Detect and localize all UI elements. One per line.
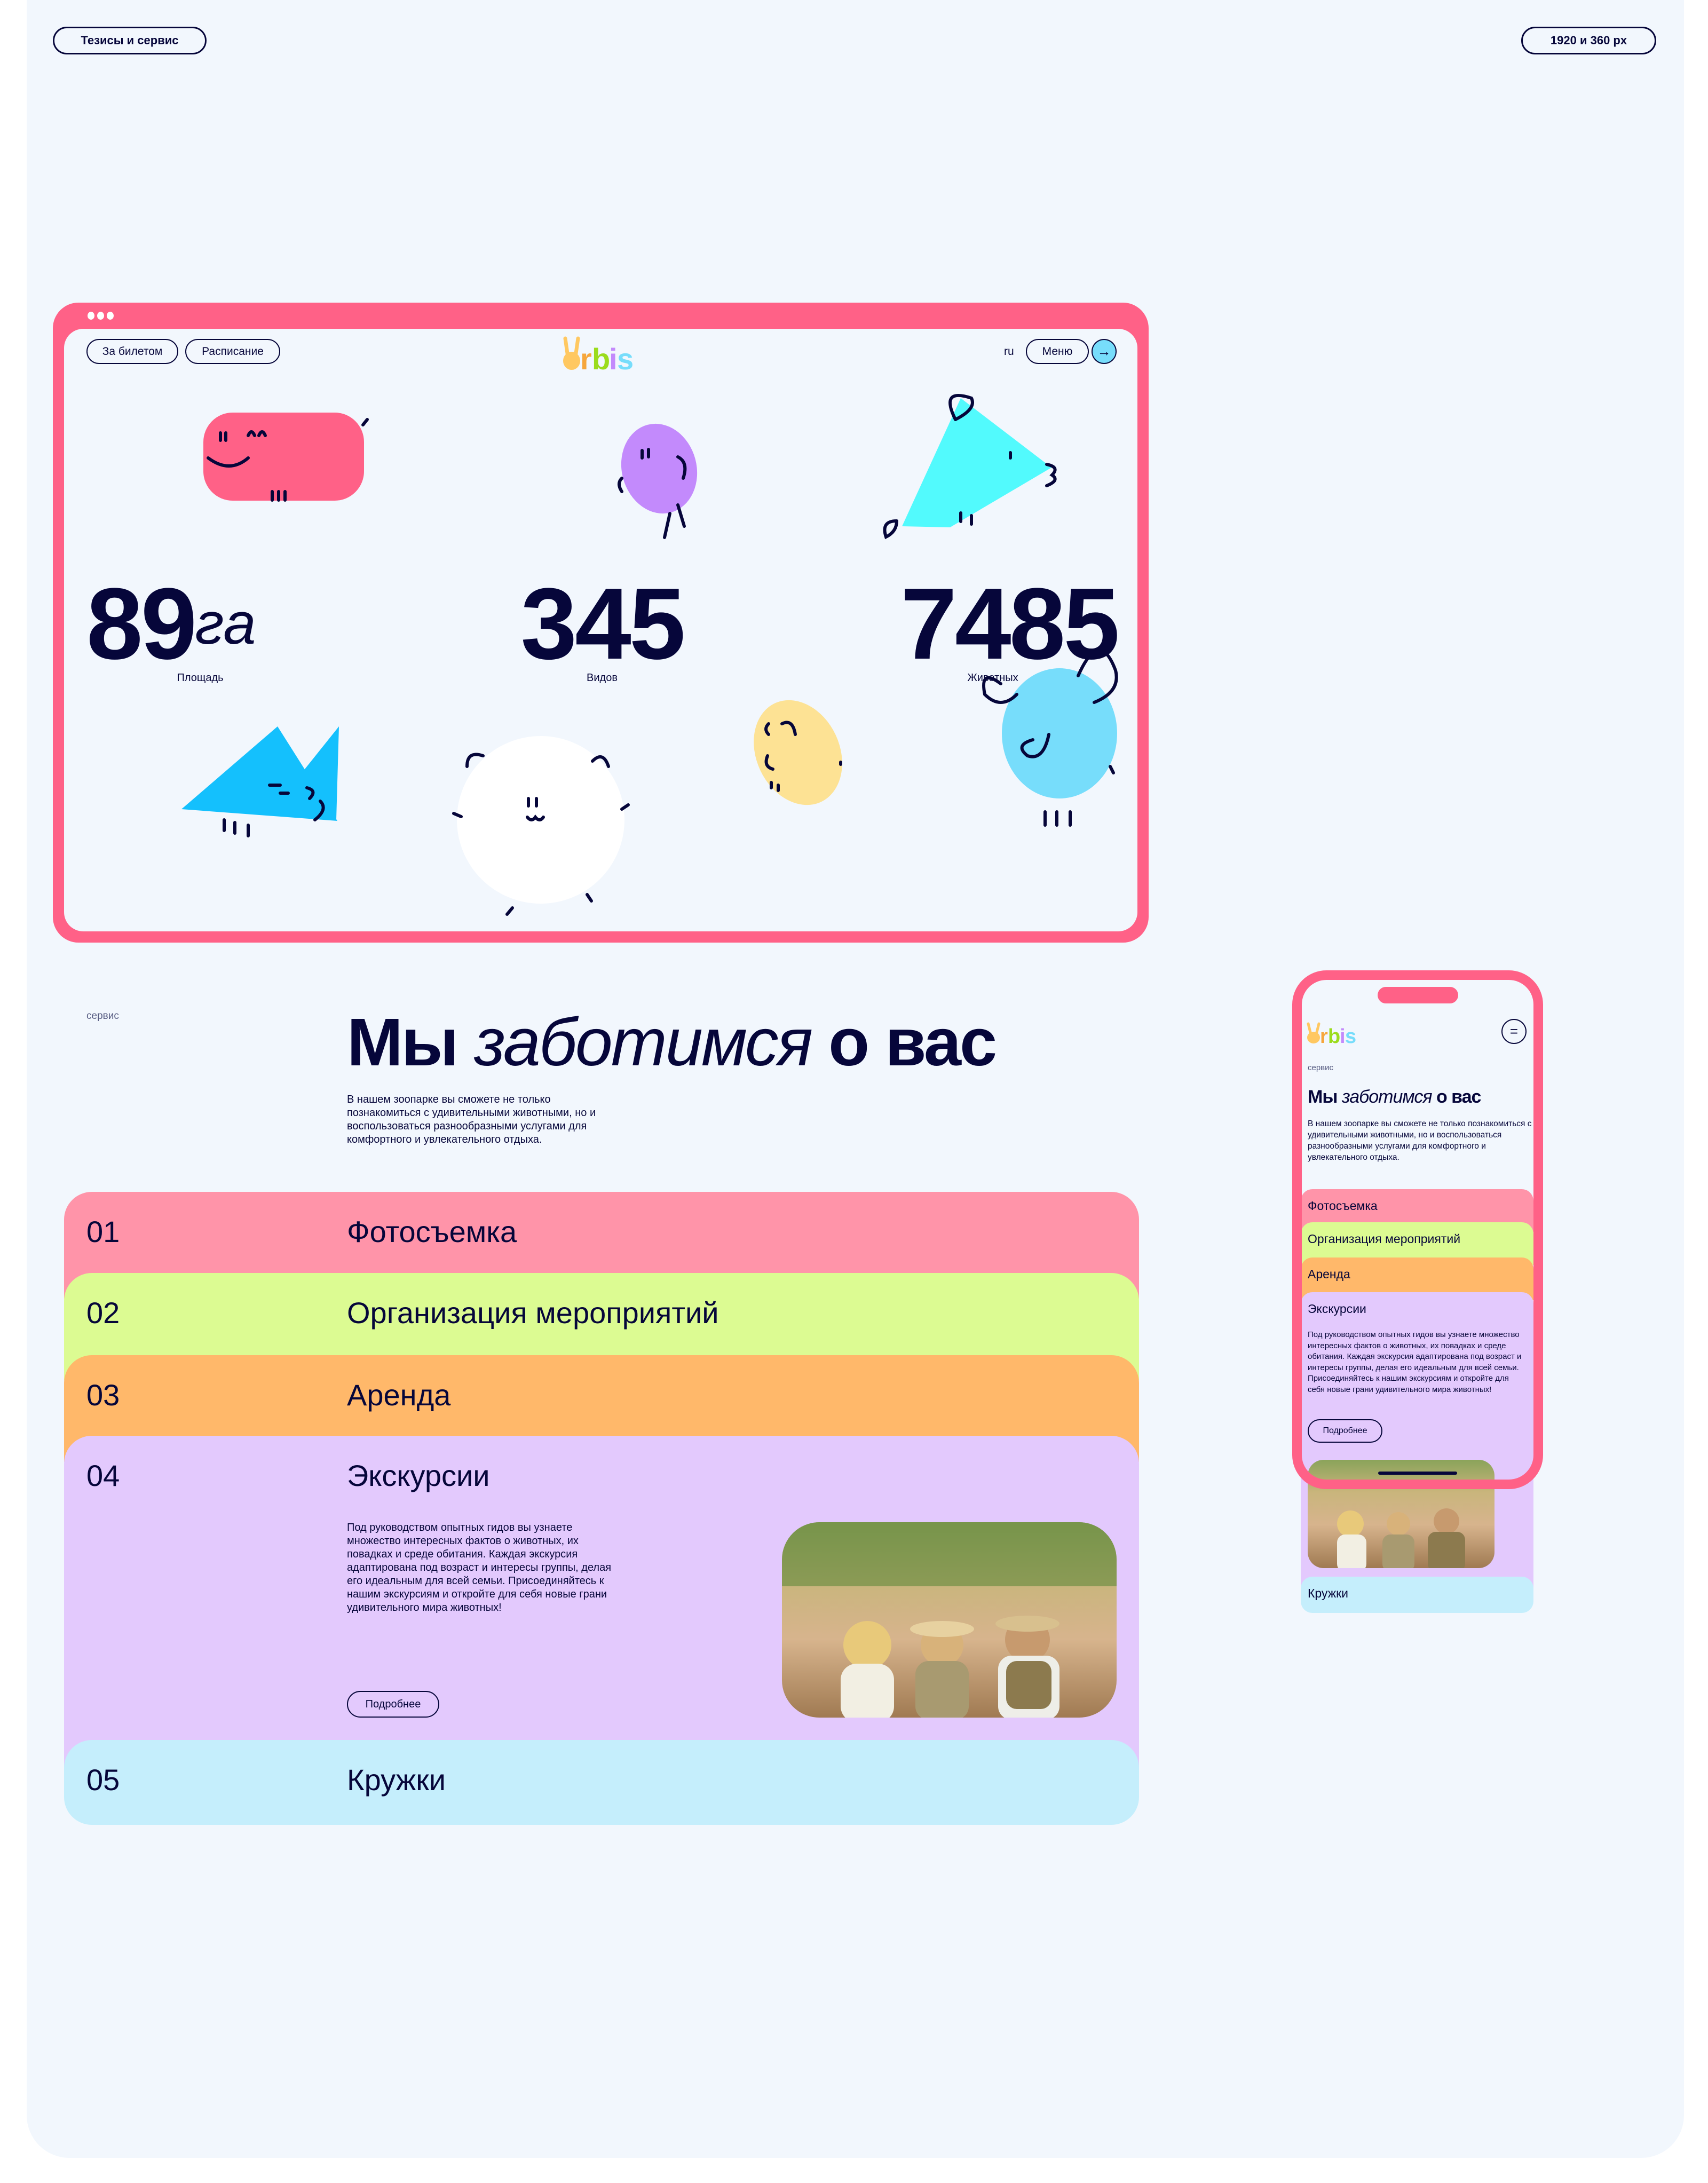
blue-elephant-creature-icon: [982, 648, 1118, 827]
excursion-photo-scene: [782, 1522, 1117, 1718]
tag-theses: Тезисы и сервис: [53, 27, 207, 54]
mobile-section-tag: сервис: [1308, 1063, 1334, 1072]
window-dot: [97, 312, 104, 320]
svg-text:s: s: [1345, 1025, 1356, 1045]
stat-area-label: Площадь: [177, 672, 224, 684]
mobile-excursions-text: Под руководством опытных гидов вы узнает…: [1308, 1330, 1522, 1394]
row-number: 05: [86, 1763, 120, 1797]
creature-illustrations: [181, 394, 1118, 916]
svg-text:i: i: [609, 342, 618, 371]
stat-species-label: Видов: [587, 672, 618, 684]
section-intro: В нашем зоопарке вы сможете не только по…: [347, 1094, 596, 1145]
svg-text:s: s: [617, 342, 634, 371]
row-title: Организация мероприятий: [347, 1296, 719, 1330]
stat-animals-label: Животных: [967, 672, 1018, 684]
pink-rectangle-creature-icon: [203, 413, 369, 502]
hamburger-menu-icon[interactable]: =: [1501, 1019, 1527, 1044]
row-title: Фотосъемка: [347, 1215, 517, 1248]
blue-triangle-creature-icon: [181, 726, 339, 837]
row-title: Экскурсии: [1308, 1302, 1366, 1316]
section-heading: Мы заботимся о вас: [347, 1003, 997, 1081]
row-number: 03: [86, 1378, 120, 1412]
row-title: Кружки: [347, 1763, 446, 1797]
heading-part: Мы: [1308, 1087, 1338, 1107]
window-dot: [88, 312, 94, 320]
svg-text:b: b: [1328, 1025, 1340, 1045]
svg-text:i: i: [1340, 1025, 1346, 1045]
row-title: Аренда: [347, 1378, 451, 1412]
schedule-button[interactable]: Расписание: [185, 339, 280, 364]
arrow-right-icon[interactable]: →: [1092, 339, 1117, 364]
phone-notch: [1378, 987, 1458, 1003]
svg-text:r: r: [580, 342, 592, 371]
window-dot: [107, 312, 114, 320]
svg-text:r: r: [1320, 1025, 1328, 1045]
desktop-screen: За билетом Расписание r b i s ru Меню →: [64, 329, 1137, 931]
cyan-triangle-creature-icon: [883, 394, 1057, 540]
white-circle-creature-icon: [452, 736, 630, 916]
excursions-text: Под руководством опытных гидов вы узнает…: [347, 1522, 612, 1613]
mobile-more-button[interactable]: Подробнее: [1308, 1419, 1382, 1443]
stat-animals-value: 7485: [900, 567, 1120, 681]
stat-area-unit: га: [195, 591, 256, 657]
language-switch[interactable]: ru: [1004, 345, 1014, 358]
stat-area-value: 89: [86, 567, 197, 681]
svg-text:b: b: [592, 342, 610, 371]
purple-egg-creature-icon: [618, 423, 698, 539]
ticket-button[interactable]: За билетом: [86, 339, 178, 364]
service-row-clubs[interactable]: 05 Кружки: [64, 1740, 1139, 1825]
service-row-excursions[interactable]: 04 Экскурсии Под руководством опытных гид…: [64, 1436, 1139, 1783]
more-button[interactable]: Подробнее: [347, 1691, 439, 1718]
excursion-photo-scene: [1337, 1508, 1465, 1568]
mobile-orbis-logo[interactable]: r bi s: [1307, 1018, 1365, 1045]
row-number: 01: [86, 1215, 120, 1248]
menu-button[interactable]: Меню: [1026, 339, 1089, 364]
mobile-intro: В нашем зоопарке вы сможете не только по…: [1308, 1119, 1532, 1162]
mobile-row-excursions[interactable]: Экскурсии Под руководством опытных гидов…: [1301, 1292, 1533, 1591]
row-title: Экскурсии: [347, 1459, 490, 1492]
tag-sizes: 1920 и 360 px: [1521, 27, 1656, 54]
heading-italic: заботимся: [1341, 1087, 1433, 1107]
mobile-excursion-photo: [1308, 1460, 1494, 1568]
orbis-logo[interactable]: r b i s: [562, 334, 642, 371]
phone-home-indicator: [1378, 1472, 1457, 1475]
section-tag: сервис: [86, 1010, 119, 1022]
row-number: 04: [86, 1459, 120, 1492]
heading-part: Мы: [347, 1005, 459, 1080]
phone-frame: [1292, 970, 1543, 1489]
row-number: 02: [86, 1296, 120, 1330]
heading-part: о вас: [828, 1005, 997, 1080]
mobile-heading: Мы заботимся о вас: [1308, 1087, 1481, 1108]
excursion-photo: [782, 1522, 1117, 1718]
stat-species-value: 345: [520, 567, 685, 681]
yellow-egg-creature-icon: [754, 700, 842, 805]
heading-italic: заботимся: [474, 1005, 813, 1080]
stat-area: 89га: [86, 567, 256, 681]
heading-part: о вас: [1436, 1087, 1481, 1107]
mobile-row-clubs[interactable]: Кружки: [1301, 1577, 1533, 1613]
